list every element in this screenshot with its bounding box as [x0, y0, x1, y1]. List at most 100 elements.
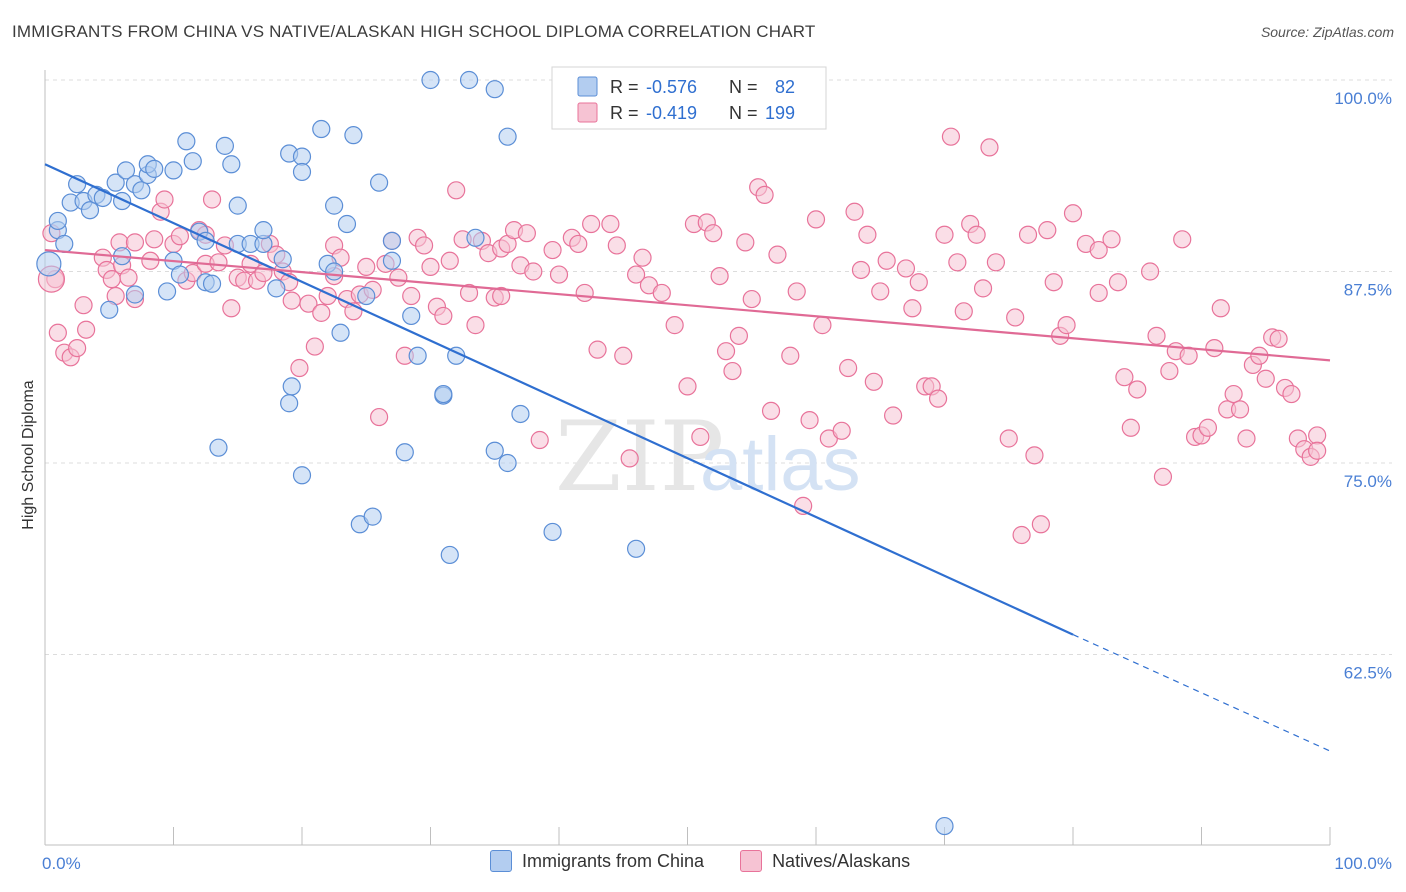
china-point-54: [357, 286, 376, 306]
china-point-1: [55, 234, 74, 254]
china-point-9: [100, 300, 119, 319]
china-point-67: [459, 70, 479, 90]
legend-item-natives[interactable]: Natives/Alaskans: [740, 850, 910, 872]
legend-r-value-1: -0.576: [646, 77, 697, 97]
natives-point-98: [678, 377, 697, 396]
natives-point-107: [736, 233, 755, 252]
china-point-52: [344, 126, 363, 145]
series-china-points: [36, 70, 954, 836]
china-point-57: [382, 231, 402, 250]
natives-point-145: [1006, 308, 1025, 327]
natives-point-29: [209, 253, 228, 272]
natives-point-118: [813, 316, 832, 335]
natives-point-87: [582, 214, 601, 234]
natives-point-126: [871, 282, 890, 301]
natives-point-142: [980, 138, 999, 157]
series-natives-points: [37, 109, 1327, 545]
natives-point-108: [742, 289, 761, 309]
y-tick-labels: 100.0% 87.5% 75.0% 62.5%: [1334, 89, 1392, 683]
natives-point-89: [601, 214, 620, 234]
natives-point-103: [710, 266, 729, 286]
china-point-31: [215, 136, 234, 155]
legend-marker-china: [490, 850, 512, 872]
natives-point-18: [145, 230, 164, 249]
natives-point-158: [1102, 230, 1121, 249]
trend-lines: [44, 163, 1331, 752]
natives-point-31: [222, 299, 241, 318]
natives-point-159: [1108, 273, 1128, 292]
natives-point-157: [1089, 283, 1108, 303]
natives-point-128: [883, 406, 903, 425]
china-point-60: [402, 306, 421, 326]
china-point-20: [157, 282, 177, 301]
natives-point-148: [1025, 446, 1044, 465]
natives-point-62: [414, 236, 434, 255]
natives-point-17: [141, 251, 160, 270]
legend-swatch-pink: [577, 102, 598, 123]
natives-point-67: [447, 181, 466, 200]
china-point-44: [292, 147, 312, 166]
natives-point-123: [851, 260, 871, 280]
china-point-30: [209, 438, 228, 457]
china-point-2: [48, 211, 67, 231]
series-legend: Immigrants from China Natives/Alaskans: [490, 850, 936, 872]
natives-point-122: [845, 202, 864, 221]
natives-point-189: [1308, 426, 1327, 445]
gridlines: [45, 79, 1392, 655]
y-tick-label-2: 75.0%: [1344, 472, 1392, 491]
china-point-13: [116, 161, 136, 180]
legend-r-value-2: -0.419: [646, 103, 697, 123]
natives-point-176: [1224, 384, 1243, 404]
natives-point-80: [524, 262, 543, 281]
natives-point-166: [1160, 361, 1179, 381]
natives-point-121: [839, 358, 858, 378]
natives-point-70: [466, 316, 485, 335]
natives-point-134: [928, 389, 948, 408]
natives-point-161: [1121, 418, 1140, 437]
x-tick-label-max: 100.0%: [1334, 854, 1392, 873]
china-point-39: [273, 250, 292, 269]
legend-r-label-1: R =: [610, 77, 639, 97]
y-axis-label: High School Diploma: [20, 380, 37, 530]
stats-legend: R = -0.576 N = 82 R = -0.419 N = 199: [551, 66, 827, 130]
china-point-71: [498, 453, 517, 473]
natives-point-104: [716, 342, 736, 361]
natives-point-141: [973, 279, 993, 298]
axes: [44, 70, 1331, 846]
chart-source: Source: ZipAtlas.com: [1260, 24, 1394, 40]
natives-point-135: [935, 225, 954, 244]
natives-point-174: [1211, 299, 1230, 318]
natives-trend-line: [44, 248, 1331, 362]
china-trend-line: [44, 163, 1074, 636]
china-trend-extension: [1072, 634, 1331, 752]
watermark-zip: ZIP: [555, 401, 724, 513]
china-point-50: [331, 323, 350, 342]
natives-point-131: [909, 273, 928, 292]
china-point-38: [267, 279, 286, 298]
natives-point-150: [1038, 221, 1057, 240]
natives-point-22: [170, 227, 190, 246]
natives-point-154: [1063, 204, 1083, 223]
natives-point-185: [1282, 384, 1301, 404]
natives-point-172: [1198, 418, 1218, 437]
natives-point-147: [1018, 225, 1038, 244]
natives-point-183: [1269, 329, 1288, 349]
natives-point-138: [954, 302, 973, 321]
natives-point-129: [896, 259, 916, 278]
natives-point-82: [543, 240, 562, 260]
china-point-48: [325, 262, 344, 281]
natives-point-5: [68, 339, 87, 358]
natives-point-151: [1044, 273, 1063, 292]
china-point-55: [363, 507, 382, 526]
china-point-41: [282, 377, 301, 396]
natives-point-181: [1256, 369, 1275, 388]
y-tick-label-3: 62.5%: [1344, 664, 1392, 683]
natives-point-65: [434, 306, 453, 326]
china-point-29: [202, 274, 222, 293]
china-point-16: [125, 285, 145, 304]
natives-point-44: [305, 337, 324, 356]
natives-point-100: [691, 427, 710, 447]
legend-item-china[interactable]: Immigrants from China: [490, 850, 704, 872]
china-point-62: [421, 70, 440, 90]
legend-n-value-1: 82: [775, 77, 795, 97]
